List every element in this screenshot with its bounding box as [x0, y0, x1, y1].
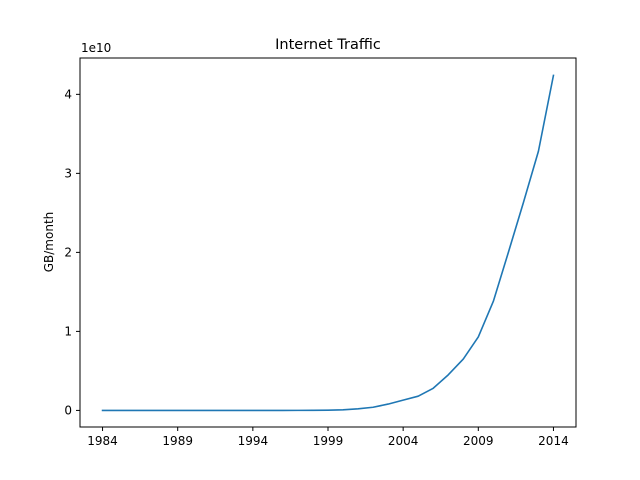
- chart-title: Internet Traffic: [275, 37, 381, 53]
- series-line: [101, 74, 555, 412]
- y-axis-ticks: 0 1 2 3 4: [64, 87, 80, 417]
- y-offset-label: 1e10: [81, 41, 111, 55]
- y-tick-label: 3: [64, 166, 72, 180]
- x-tick-label: 1994: [238, 434, 269, 448]
- x-tick-label: 2009: [463, 434, 494, 448]
- series-layer: [101, 74, 555, 412]
- x-tick-label: 1999: [313, 434, 344, 448]
- y-tick-label: 4: [64, 87, 72, 101]
- y-tick-label: 2: [64, 245, 72, 259]
- y-tick-label: 0: [64, 403, 72, 417]
- plot-frame: [79, 57, 577, 428]
- x-tick-label: 2004: [388, 434, 419, 448]
- x-tick-label: 1989: [162, 434, 193, 448]
- x-tick-label: 1984: [87, 434, 118, 448]
- y-axis-label: GB/month: [42, 212, 56, 273]
- x-tick-label: 2014: [538, 434, 569, 448]
- y-tick-label: 1: [64, 324, 72, 338]
- x-axis-ticks: 1984 1989 1994 1999 2004 2009 2014: [87, 427, 569, 448]
